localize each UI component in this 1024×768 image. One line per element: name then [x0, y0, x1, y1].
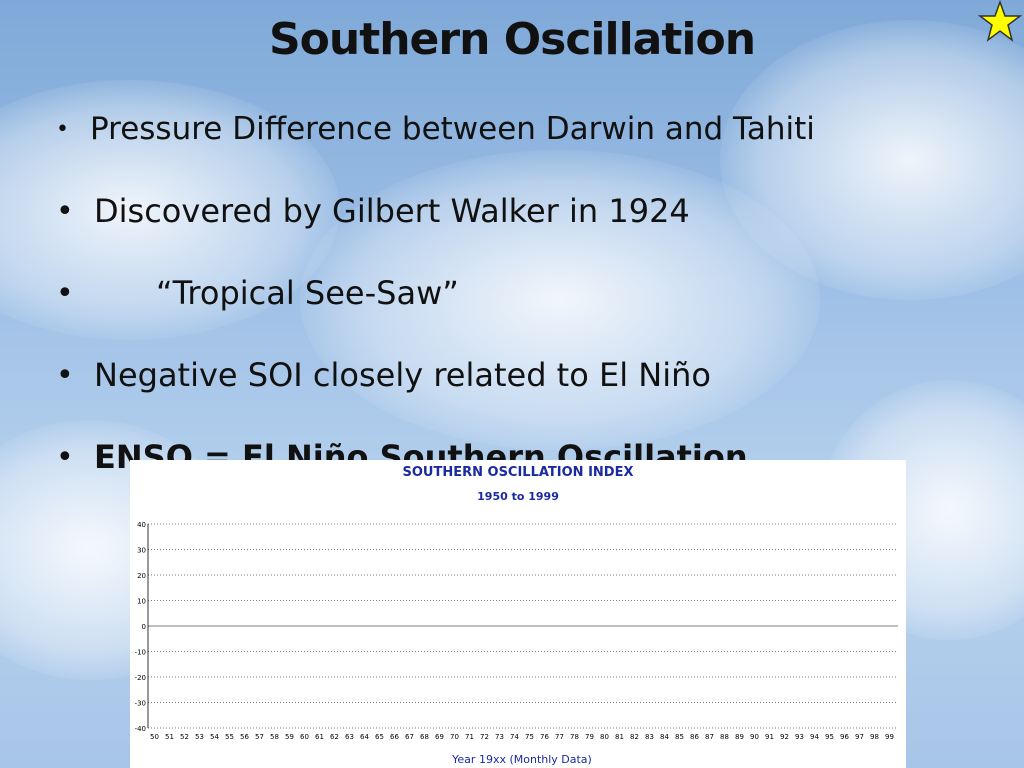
x-axis-label: Year 19xx (Monthly Data) [451, 753, 592, 766]
x-tick-label: 67 [405, 733, 414, 741]
x-tick-label: 91 [765, 733, 774, 741]
bullet-text: Pressure Difference between Darwin and T… [90, 111, 815, 147]
y-tick-label: 10 [137, 598, 146, 606]
x-tick-label: 55 [225, 733, 234, 741]
x-tick-label: 66 [390, 733, 399, 741]
bullet-item: • Pressure Difference between Darwin and… [56, 88, 994, 170]
x-tick-label: 92 [780, 733, 789, 741]
x-tick-label: 72 [480, 733, 489, 741]
soi-chart-svg: SOUTHERN OSCILLATION INDEX 1950 to 1999 40… [135, 465, 898, 766]
x-tick-label: 79 [585, 733, 594, 741]
x-tick-label: 57 [255, 733, 264, 741]
bullet-dot: • [56, 275, 74, 311]
x-tick-label: 69 [435, 733, 444, 741]
x-tick-label: 65 [375, 733, 384, 741]
x-tick-label: 94 [810, 733, 819, 741]
y-tick-label: -40 [135, 725, 146, 733]
x-tick-label: 76 [540, 733, 549, 741]
x-tick-label: 78 [570, 733, 579, 741]
x-tick-label: 96 [840, 733, 849, 741]
x-tick-label: 80 [600, 733, 609, 741]
x-tick-label: 98 [870, 733, 879, 741]
x-tick-label: 68 [420, 733, 429, 741]
x-tick-label: 93 [795, 733, 804, 741]
chart-title: SOUTHERN OSCILLATION INDEX [403, 465, 634, 480]
bullet-dot: • [56, 193, 74, 229]
x-tick-label: 88 [720, 733, 729, 741]
bullet-text: Negative SOI closely related to El Niño [94, 356, 711, 394]
bullet-list: • Pressure Difference between Darwin and… [56, 88, 994, 498]
x-tick-label: 56 [240, 733, 249, 741]
x-tick-label: 95 [825, 733, 834, 741]
bullet-dot: • [56, 439, 74, 475]
x-tick-label: 52 [180, 733, 189, 741]
x-tick-label: 85 [675, 733, 684, 741]
x-tick-label: 87 [705, 733, 714, 741]
y-tick-label: 0 [142, 623, 146, 631]
x-tick-label: 62 [330, 733, 339, 741]
x-tick-label: 54 [210, 733, 219, 741]
y-tick-label: -10 [135, 649, 146, 657]
x-tick-label: 97 [855, 733, 864, 741]
x-tick-label: 58 [270, 733, 279, 741]
x-tick-label: 83 [645, 733, 654, 741]
x-tick-label: 99 [885, 733, 894, 741]
x-tick-label: 74 [510, 733, 519, 741]
star-icon [978, 0, 1022, 42]
x-tick-label: 53 [195, 733, 204, 741]
x-tick-label: 60 [300, 733, 309, 741]
x-tick-label: 90 [750, 733, 759, 741]
y-tick-label: 30 [137, 547, 146, 555]
x-tick-label: 89 [735, 733, 744, 741]
bullet-item: • Discovered by Gilbert Walker in 1924 [56, 170, 994, 252]
bullet-item: • Negative SOI closely related to El Niñ… [56, 334, 994, 416]
slide-title: Southern Oscillation [268, 14, 756, 65]
x-tick-label: 64 [360, 733, 369, 741]
x-tick-label: 61 [315, 733, 324, 741]
x-tick-label: 86 [690, 733, 699, 741]
x-tick-label: 73 [495, 733, 504, 741]
bullet-text: Discovered by Gilbert Walker in 1924 [94, 192, 690, 230]
x-tick-label: 81 [615, 733, 624, 741]
x-tick-label: 51 [165, 733, 174, 741]
x-tick-label: 50 [150, 733, 159, 741]
y-tick-label: 40 [137, 521, 146, 529]
x-tick-label: 63 [345, 733, 354, 741]
y-tick-label: -30 [135, 700, 146, 708]
y-tick-label: -20 [135, 674, 146, 682]
x-tick-label: 82 [630, 733, 639, 741]
bullet-item: • “Tropical See-Saw” [56, 252, 994, 334]
x-tick-label: 71 [465, 733, 474, 741]
x-tick-label: 70 [450, 733, 459, 741]
x-tick-label: 77 [555, 733, 564, 741]
bullet-dot: • [56, 116, 69, 142]
soi-chart: SOUTHERN OSCILLATION INDEX 1950 to 1999 40… [130, 460, 906, 768]
bullet-dot: • [56, 357, 74, 393]
bullet-text: “Tropical See-Saw” [156, 274, 459, 312]
x-tick-label: 59 [285, 733, 294, 741]
chart-subtitle: 1950 to 1999 [477, 490, 559, 503]
x-tick-label: 84 [660, 733, 669, 741]
x-tick-label: 75 [525, 733, 534, 741]
y-tick-label: 20 [137, 572, 146, 580]
